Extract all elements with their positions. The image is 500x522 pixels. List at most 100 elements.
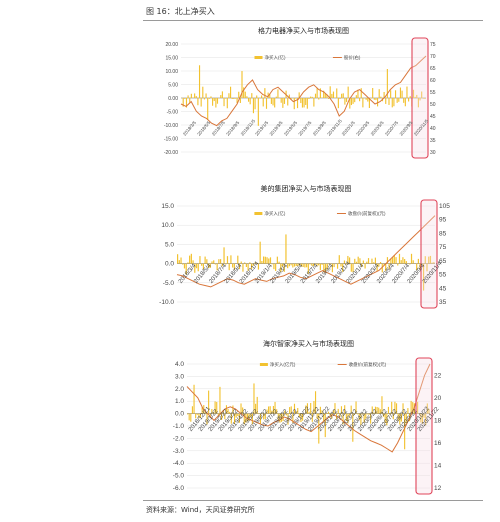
net-buy-bar — [326, 94, 328, 98]
y-right-tick-label: 75 — [439, 244, 447, 251]
net-buy-bar — [379, 262, 382, 264]
net-buy-bar — [244, 262, 246, 264]
x-tick-label: 2020/3/5 — [355, 120, 370, 137]
net-buy-bar — [416, 263, 418, 271]
net-buy-bar — [316, 263, 318, 267]
net-buy-bar — [299, 263, 301, 266]
net-buy-bar — [199, 256, 201, 264]
net-buy-bar — [231, 98, 233, 99]
net-buy-bar — [324, 263, 327, 273]
net-buy-bar — [272, 405, 274, 414]
net-buy-bar — [289, 407, 291, 414]
chart-title: 海尔智家净买入与市场表现图 — [263, 339, 354, 348]
net-buy-bar — [426, 403, 428, 414]
net-buy-bar — [361, 413, 364, 415]
net-buy-bar — [340, 263, 342, 267]
net-buy-bar — [417, 401, 419, 414]
net-buy-bar — [368, 413, 370, 415]
net-buy-bar — [343, 260, 346, 264]
highlight-box — [420, 199, 438, 309]
net-buy-bar — [431, 262, 433, 264]
y-right-tick-label: 22 — [434, 372, 442, 379]
net-buy-bar — [187, 413, 189, 415]
net-buy-bar — [282, 98, 284, 108]
y-left-tick-label: 0.0 — [175, 411, 184, 418]
net-buy-bar — [228, 263, 230, 271]
net-buy-bar — [340, 406, 343, 414]
net-buy-bar — [233, 263, 235, 270]
y-right-tick-label: 35 — [430, 138, 436, 144]
net-buy-bar — [336, 263, 339, 269]
net-buy-bar — [288, 94, 290, 98]
net-buy-bar — [404, 413, 406, 450]
net-buy-bar — [230, 255, 232, 264]
net-buy-bar — [252, 98, 255, 114]
net-buy-bar — [323, 90, 325, 98]
net-buy-bar — [414, 96, 416, 98]
net-buy-bar — [245, 263, 247, 267]
y-left-tick-label: -1.0 — [173, 423, 185, 430]
y-right-tick-label: 55 — [430, 90, 436, 96]
net-buy-bar — [336, 88, 338, 98]
net-buy-bar — [423, 413, 425, 418]
net-buy-bar — [318, 98, 320, 100]
net-buy-bar — [246, 96, 248, 98]
net-buy-bar — [305, 98, 307, 105]
net-buy-bar — [193, 384, 195, 414]
y-right-tick-label: 20 — [434, 395, 442, 402]
net-buy-bar — [392, 256, 394, 264]
net-buy-bar — [321, 410, 323, 414]
net-buy-bar — [214, 401, 216, 414]
y-right-tick-label: 14 — [434, 462, 442, 469]
net-buy-bar — [339, 413, 341, 418]
y-left-tick-label: 4.0 — [175, 361, 184, 368]
y-right-tick-label: 70 — [430, 54, 436, 60]
net-buy-bar — [316, 413, 318, 419]
net-buy-bar — [280, 263, 282, 272]
net-buy-bar — [306, 263, 308, 268]
net-buy-bar — [185, 263, 187, 275]
y-right-tick-label: 95 — [439, 217, 447, 224]
net-buy-bar — [238, 91, 240, 98]
net-buy-bar — [210, 96, 212, 98]
net-buy-bar — [318, 413, 320, 444]
net-buy-bar — [417, 258, 419, 264]
net-buy-bar — [259, 413, 262, 424]
net-buy-bar — [212, 412, 215, 414]
net-buy-bar — [396, 98, 398, 103]
net-buy-bar — [247, 98, 250, 102]
y-left-tick-label: 5.0 — [165, 241, 174, 248]
chart-panel-2: 美的集团净买入与市场表现图 15.0 10.0 5.0 0.0 -5.0 -10.0 105 9… — [143, 182, 488, 322]
net-buy-bar — [329, 86, 331, 98]
net-buy-bar — [308, 98, 310, 99]
net-buy-bar — [378, 407, 380, 414]
y-right-tick-label: 12 — [434, 485, 442, 492]
net-buy-bar — [220, 259, 222, 264]
y-left-tick-label: 15.00 — [165, 56, 178, 62]
net-buy-bar — [319, 263, 321, 271]
y-right-tick-label: 50 — [430, 102, 436, 108]
net-buy-bar — [326, 263, 328, 270]
y-left-tick-label: 0.0 — [165, 261, 174, 268]
net-buy-bar — [328, 263, 330, 265]
net-buy-bar — [393, 255, 395, 264]
y-right-tick-label: 40 — [430, 126, 436, 132]
net-buy-bar — [310, 96, 312, 98]
chart-title: 美的集团净买入与市场表现图 — [261, 184, 352, 193]
net-buy-bar — [383, 413, 385, 417]
net-buy-bar — [183, 263, 186, 269]
y-right-tick-label: 65 — [439, 258, 447, 265]
net-buy-bar — [222, 409, 224, 414]
net-buy-bar — [246, 413, 249, 422]
x-tick-label: 2018/7/5 — [211, 120, 226, 137]
net-buy-bar — [371, 258, 373, 264]
net-buy-bar — [195, 413, 197, 419]
y-right-tick-label: 45 — [439, 285, 447, 292]
net-buy-bar — [247, 263, 249, 271]
net-buy-bar — [274, 401, 276, 414]
net-buy-bar — [391, 98, 393, 108]
net-buy-bar — [424, 98, 426, 99]
net-buy-bar — [394, 401, 396, 414]
net-buy-bar — [252, 263, 254, 266]
net-buy-bar — [221, 91, 223, 98]
